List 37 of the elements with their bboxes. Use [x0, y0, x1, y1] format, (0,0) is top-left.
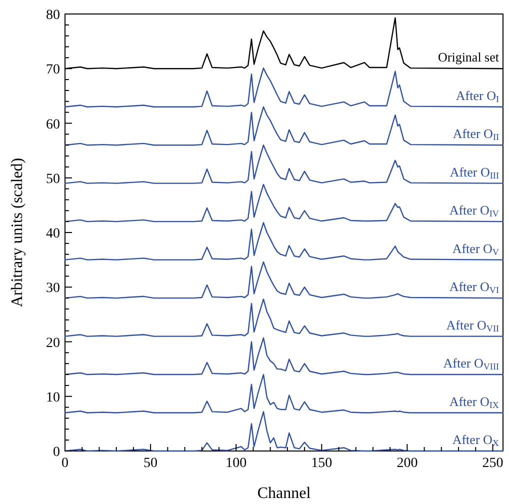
series-label: After O$_{III}$	[450, 164, 499, 180]
y-tick-label: 30	[46, 281, 60, 296]
series-label: After O$_{I}$	[456, 88, 499, 104]
series-label: After O$_{IV}$	[449, 202, 500, 219]
series-label: Original set	[438, 50, 500, 65]
x-tick-label: 100	[226, 456, 247, 471]
line-series	[64, 411, 504, 452]
y-tick-label: 50	[46, 172, 60, 187]
x-axis-title: Channel	[257, 485, 312, 502]
y-tick-label: 20	[46, 336, 60, 351]
y-axis-title: Arbitrary units (scaled)	[9, 158, 26, 308]
series-label: After O$_{II}$	[452, 126, 499, 142]
x-tick-label: 250	[482, 456, 504, 471]
y-tick-label: 60	[46, 117, 60, 132]
line-series	[64, 374, 504, 414]
series-label: After O$_{VII}$	[446, 317, 499, 334]
line-series	[64, 67, 504, 108]
series-label: After O$_{VI}$	[449, 279, 499, 296]
line-series	[64, 106, 504, 146]
x-tick-label: 50	[144, 456, 158, 471]
line-series	[64, 298, 504, 337]
series-label: After O$_{IX}$	[449, 394, 500, 410]
series-label: After O$_{V}$	[452, 240, 500, 257]
x-tick-label: 200	[396, 456, 418, 471]
y-tick-label: 10	[46, 390, 60, 406]
series-label: After O$_{X}$	[452, 432, 500, 448]
y-tick-label: 70	[46, 62, 60, 78]
x-tick-label: 150	[311, 456, 332, 471]
line-series	[64, 184, 504, 222]
line-series	[64, 337, 504, 376]
line-series	[64, 261, 504, 299]
y-tick-label: 0	[53, 445, 60, 460]
y-tick-label: 40	[46, 226, 60, 242]
line-series	[64, 144, 504, 184]
line-series	[64, 222, 504, 260]
y-tick-label: 80	[46, 8, 60, 23]
series-label: After O$_{VIII}$	[443, 356, 499, 372]
